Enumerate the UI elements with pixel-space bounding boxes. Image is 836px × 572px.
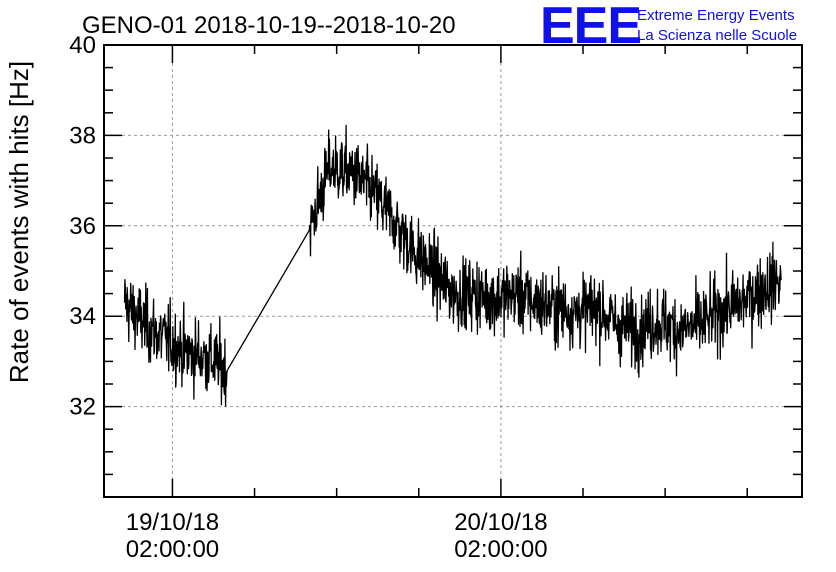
eee-logo-line1: Extreme Energy Events [637, 7, 795, 24]
data-layer [123, 124, 783, 407]
chart-title: GENO-01 2018-10-19--2018-10-20 [82, 12, 456, 39]
y-tick-label: 40 [69, 32, 96, 59]
y-tick-label: 32 [69, 394, 96, 421]
axis-layer: 323436384019/10/1802:00:0020/10/1802:00:… [69, 32, 803, 563]
eee-logo-line2: La Scienza nelle Scuole [637, 27, 797, 44]
grid-layer [104, 45, 802, 497]
x-tick-date-label: 20/10/18 [454, 509, 547, 536]
plot-frame [103, 44, 803, 498]
y-tick-label: 36 [69, 213, 96, 240]
x-tick-time-label: 02:00:00 [454, 536, 547, 563]
y-tick-label: 34 [69, 303, 96, 330]
x-tick-time-label: 02:00:00 [126, 536, 219, 563]
y-tick-label: 38 [69, 122, 96, 149]
y-axis-label: Rate of events with hits [Hz] [4, 61, 34, 383]
x-tick-date-label: 19/10/18 [126, 509, 219, 536]
series-line [123, 124, 783, 407]
eee-logo-mark: EEE [540, 0, 641, 55]
